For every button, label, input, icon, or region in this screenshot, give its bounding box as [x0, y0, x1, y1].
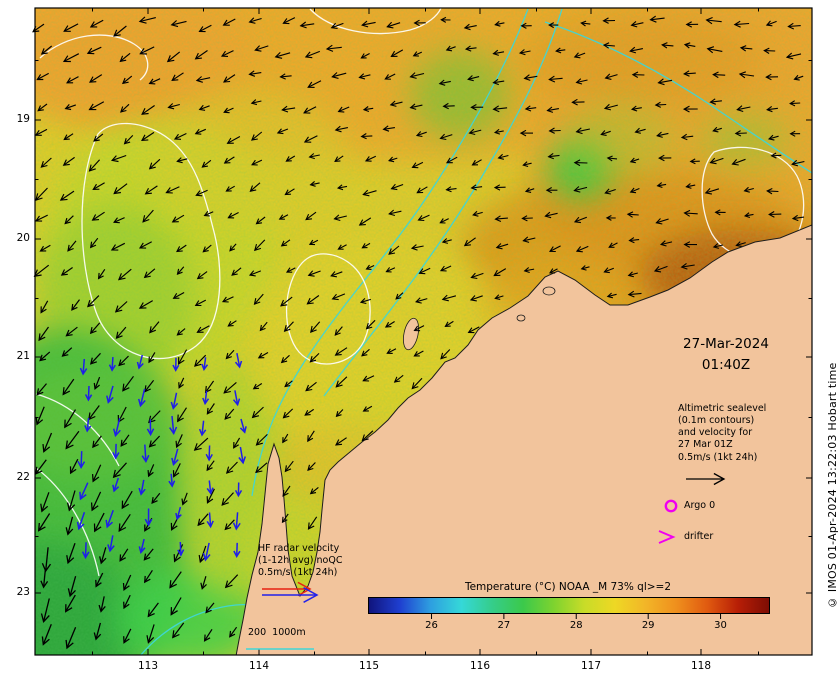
drifter-legend-label: drifter [684, 531, 714, 542]
colorbar-tick-label: 27 [497, 620, 511, 631]
date-time-label: 27-Mar-2024 01:40Z [683, 336, 769, 373]
sealevel-contour [285, 253, 371, 365]
colorbar-tick-label: 29 [641, 620, 655, 631]
bathymetry-contour [323, 8, 563, 397]
imos-credit: © IMOS 01-Apr-2024 13:22:03 Hobart time [826, 362, 839, 610]
sealevel-contour [39, 34, 149, 81]
colorbar-tick-label: 26 [425, 620, 438, 631]
land-layer [235, 224, 812, 655]
x-axis-tick-label: 117 [580, 660, 602, 672]
x-axis-tick-label: 114 [248, 660, 270, 672]
colorbar-tick-label: 30 [714, 620, 727, 631]
bathymetry-contour [544, 21, 812, 174]
altimetric-velocity-arrows [32, 15, 805, 650]
sealevel-contour [81, 122, 221, 360]
colorbar-title: Temperature (°C) NOAA _M 73% ql>=2 [464, 581, 672, 593]
island [402, 317, 420, 351]
colorbar-tick-label: 28 [569, 620, 583, 631]
bathymetry-scale-label: 200 1000m [248, 627, 306, 638]
bathymetry-contour [251, 8, 529, 497]
sealevel-contour [35, 393, 120, 467]
argo-marker [664, 499, 678, 513]
y-axis-tick-label: 20 [16, 232, 30, 244]
y-axis-tick-label: 19 [16, 113, 30, 125]
y-axis-tick-label: 23 [16, 586, 30, 598]
sealevel-contour [309, 8, 442, 35]
sealevel-contour [35, 467, 100, 577]
drifter-marker [658, 530, 676, 544]
hf-radar-velocity-arrows [76, 352, 247, 562]
argo-legend-label: Argo 0 [684, 500, 716, 511]
axes-frame [34, 7, 813, 656]
legend-glyphs [246, 472, 726, 650]
hf-radar-note: HF radar velocity (1-12h avg) noQC 0.5m/… [258, 543, 343, 579]
y-axis-tick-label: 22 [16, 471, 30, 483]
coastline [235, 224, 812, 655]
altimetric-note: Altimetric sealevel (0.1m contours) and … [678, 403, 767, 463]
x-axis-tick-label: 113 [137, 660, 159, 672]
y-axis-tick-label: 21 [16, 350, 30, 362]
temperature-colorbar [368, 597, 770, 614]
x-axis-tick-label: 118 [690, 660, 712, 672]
x-axis-tick-label: 116 [469, 660, 491, 672]
x-axis-tick-label: 115 [358, 660, 380, 672]
island [542, 286, 556, 296]
island [516, 314, 526, 322]
